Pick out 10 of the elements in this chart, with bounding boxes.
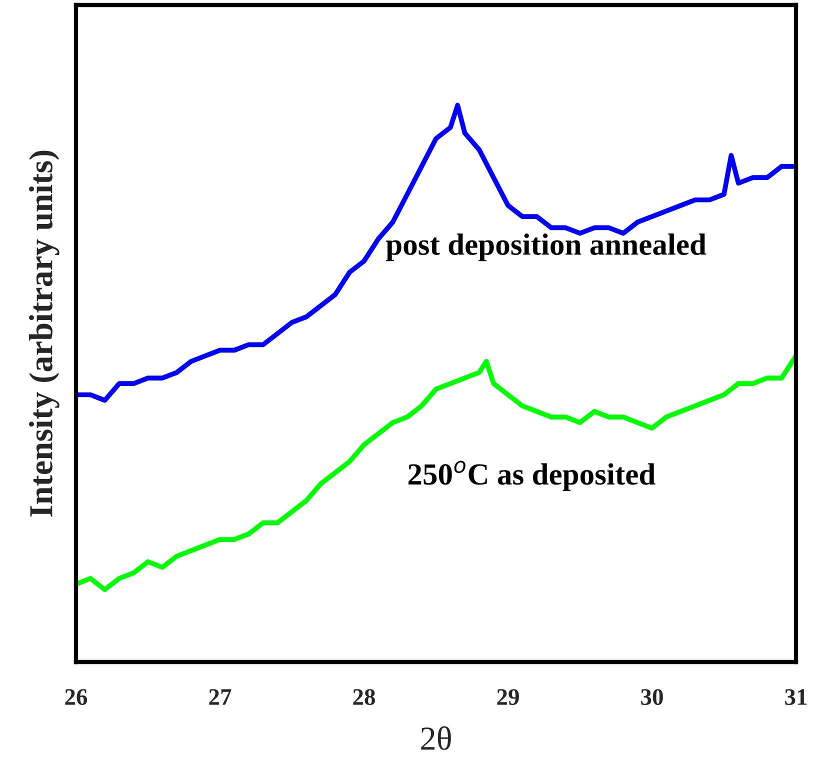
x-tick-label: 27 [209,689,232,705]
series-label: 250$^{o}$C as deposited [408,460,656,491]
x-tick-label: 30 [641,689,663,706]
x-tick-label: 29 [497,689,519,706]
x-tick-label: 26 [65,689,88,706]
x-tick-label: 28 [353,689,376,706]
series-label: post deposition annealed [386,233,706,262]
x-axis-title: 2θ [421,726,451,750]
x-tick-label: 31 [785,689,807,706]
y-axis-title: Intensity (arbitrary units) [29,150,60,517]
